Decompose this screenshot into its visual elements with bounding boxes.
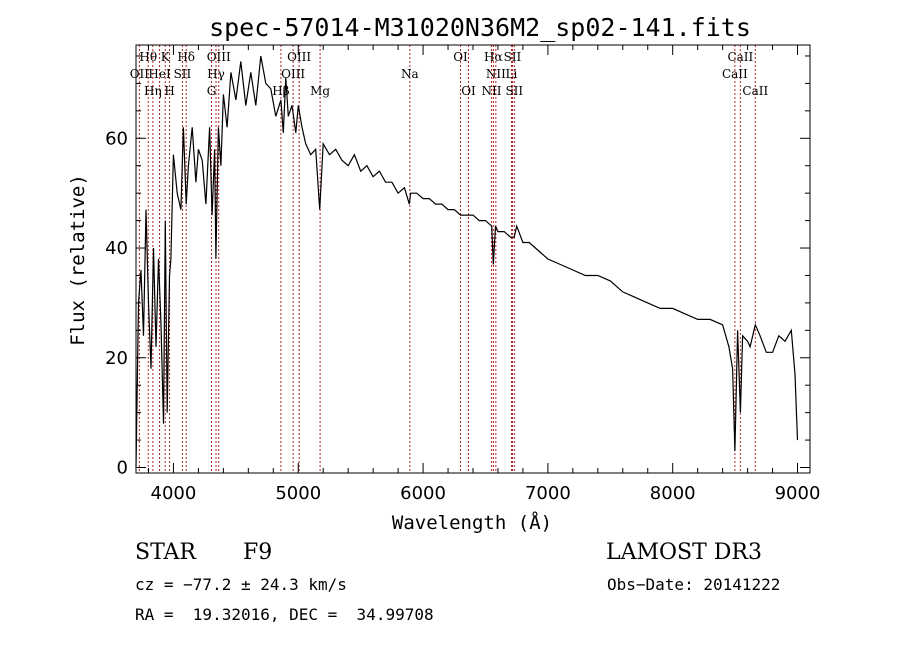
y-tick-label: 20 — [105, 348, 128, 369]
survey-name: LAMOST DR3 — [606, 540, 762, 565]
y-axis-label: Flux (relative) — [67, 174, 89, 346]
x-axis-label: Wavelength (Å) — [392, 511, 552, 534]
spectral-line-label-Mg: Mg — [310, 84, 330, 98]
y-tick-label: 0 — [117, 458, 128, 479]
x-tick-label: 5000 — [275, 483, 321, 504]
x-tick-label: 8000 — [650, 483, 696, 504]
spectral-line-label-H-theta: Hθ — [139, 50, 157, 64]
plot-frame — [135, 44, 811, 474]
spectral-line-label-OII: OII — [130, 67, 150, 81]
spectral-line-label-G: G — [207, 84, 217, 98]
spectral-line-label-OIII-4959: OIII — [281, 67, 305, 81]
object-class: STAR — [135, 540, 196, 565]
spectral-line-label-CaII-8662: CaII — [742, 84, 768, 98]
spectral-line-label-SII-6731: SII — [505, 84, 523, 98]
spectral-line-label-OI-6300: OI — [453, 50, 468, 64]
spectral-line-label-H-delta: Hδ — [177, 50, 195, 64]
spectral-line-label-CaII-8498: CaII — [722, 67, 748, 81]
x-tick-label: 4000 — [151, 483, 197, 504]
sky-coordinates: RA = 19.32016, DEC = 34.99708 — [135, 605, 434, 624]
spectral-line-label-OIII-4363: OIII — [207, 50, 231, 64]
flux-line — [135, 55, 799, 468]
obs-date: Obs−Date: 20141222 — [607, 575, 781, 594]
spectral-line-label-H-alpha: Hα — [484, 50, 503, 64]
y-tick-label: 40 — [105, 238, 128, 259]
spectral-line-label-HeI: HeI — [148, 67, 171, 81]
chart-title: spec-57014-M31020N36M2_sp02-141.fits — [209, 13, 751, 42]
spectral-line-label-NII-6583: NII — [486, 67, 506, 81]
spectral-line-label-OI-6364: OI — [461, 84, 476, 98]
x-tick-label: 6000 — [400, 483, 446, 504]
spectral-line-label-H: H — [164, 84, 174, 98]
x-tick-label: 7000 — [525, 483, 571, 504]
spectral-line-label-H-gamma: Hγ — [207, 67, 225, 81]
spectral-line-label-K: K — [161, 50, 171, 64]
x-tick-label: 9000 — [775, 483, 821, 504]
redshift-cz: cz = −77.2 ± 24.3 km/s — [135, 575, 347, 594]
spectral-line-label-CaII-8542: CaII — [727, 50, 753, 64]
spectral-line-label-SII-6716: SII — [504, 50, 522, 64]
spectral-line-label-SII-4072: SII — [174, 67, 192, 81]
spectral-line-label-H-eta: Hη — [144, 84, 162, 98]
spectral-line-label-Na: Na — [401, 67, 419, 81]
object-subclass: F9 — [243, 540, 273, 565]
spectral-line-label-Li: Li — [506, 67, 518, 81]
spectral-line-label-OIII-5007: OIII — [287, 50, 311, 64]
spectral-line-label-NII-6548: NII — [481, 84, 501, 98]
y-tick-label: 60 — [105, 128, 128, 149]
